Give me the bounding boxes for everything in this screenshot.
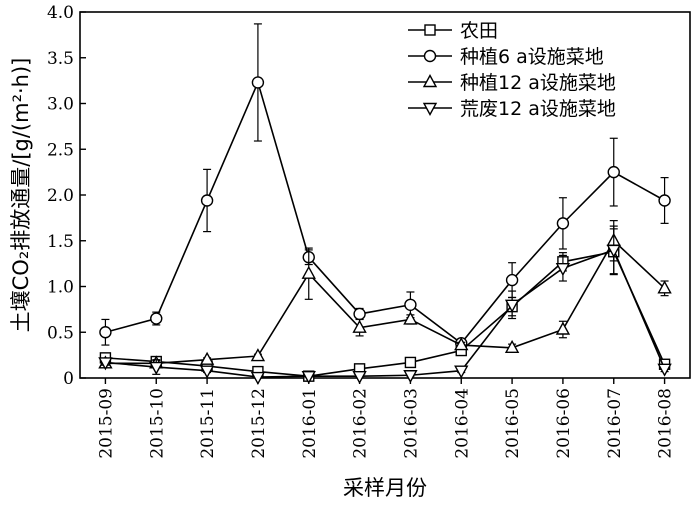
series-line: [105, 239, 666, 365]
data-point: [505, 273, 519, 287]
data-point: [150, 312, 163, 325]
data-point: [200, 194, 214, 207]
legend-label: 种植6 a设施菜地: [460, 46, 604, 68]
data-point: [352, 370, 367, 385]
legend-marker: [423, 49, 437, 63]
series-line: [105, 80, 665, 345]
legend-label: 种植12 a设施菜地: [460, 72, 616, 94]
x-tick-label: 2015-09: [96, 388, 116, 459]
axes: 0 0.5 1.0 1.5 2.0 2.5 3.0 3.5 4.0 2015-09 2015-10 2…: [47, 3, 691, 459]
legend-marker: [424, 24, 436, 36]
y-tick-label: 3.5: [47, 49, 74, 69]
series-line: [105, 248, 666, 378]
data-point: [404, 356, 417, 369]
data-point: [607, 165, 620, 179]
series-layer: [98, 23, 672, 386]
data-point: [657, 363, 672, 377]
data-point: [250, 371, 266, 386]
data-point: [555, 263, 571, 277]
data-point: [403, 370, 418, 384]
x-tick-label: 2016-07: [605, 388, 625, 459]
x-tick-label: 2015-10: [147, 388, 167, 459]
data-point: [250, 348, 266, 362]
data-point: [352, 319, 367, 333]
y-tick-label: 0: [63, 369, 74, 389]
data-point: [199, 365, 215, 379]
data-point: [606, 244, 621, 258]
y-tick-label: 1.0: [47, 278, 74, 298]
data-point: [658, 194, 671, 207]
data-point: [404, 298, 417, 311]
data-point: [454, 365, 469, 379]
x-tick-label: 2015-11: [198, 388, 218, 459]
x-tick-label: 2016-05: [503, 388, 523, 459]
series-line: [105, 250, 666, 377]
x-tick-label: 2016-01: [300, 388, 320, 459]
y-tick-label: 4.0: [47, 3, 74, 23]
legend-label: 农田: [460, 20, 498, 42]
data-point: [301, 265, 316, 279]
y-tick-label: 2.0: [47, 186, 74, 206]
data-point: [98, 357, 113, 371]
series-triangle-down: [98, 225, 672, 386]
y-axis-title: 土壤CO₂排放通量/[g/(m²·h)]: [9, 58, 33, 333]
data-point: [301, 370, 316, 385]
legend-marker: [422, 74, 438, 88]
data-point: [199, 351, 215, 365]
data-point: [556, 217, 570, 230]
x-tick-label: 2015-12: [249, 388, 269, 459]
data-point: [149, 361, 164, 375]
legend-label: 荒废12 a设施菜地: [460, 98, 616, 120]
y-tick-label: 2.5: [47, 140, 74, 160]
x-tick-label: 2016-04: [452, 388, 472, 459]
x-tick-label: 2016-06: [554, 388, 574, 459]
data-point: [403, 311, 418, 325]
x-tick-label: 2016-08: [656, 388, 676, 459]
x-tick-label: 2016-03: [401, 388, 421, 459]
data-point: [504, 339, 520, 354]
y-tick-label: 0.5: [47, 323, 74, 343]
x-axis-title: 采样月份: [343, 476, 427, 500]
y-tick-label: 3.0: [47, 95, 74, 115]
data-point: [657, 280, 672, 294]
data-point: [504, 299, 520, 313]
legend-marker: [422, 102, 438, 116]
series-triangle-up: [98, 220, 672, 369]
data-point: [454, 337, 469, 351]
data-point: [353, 307, 366, 321]
data-point: [555, 321, 571, 335]
data-point: [251, 76, 265, 89]
x-tick-label: 2016-02: [351, 388, 371, 459]
y-tick-label: 1.5: [47, 232, 74, 252]
data-point: [99, 326, 112, 339]
